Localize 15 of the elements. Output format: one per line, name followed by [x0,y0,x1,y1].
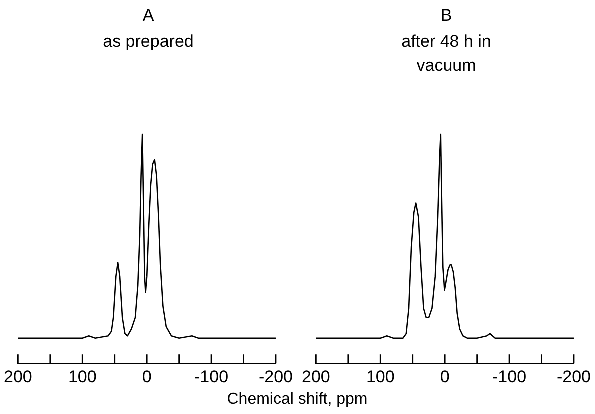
x-tick-label: -100 [492,367,527,386]
chart-title: B [440,6,454,26]
x-tick-label: 200 [302,367,330,386]
x-tick-label: 100 [366,367,395,386]
chart-title: A [142,6,156,26]
x-tick-label: 100 [68,367,97,386]
x-tick-label: 0 [142,367,152,386]
x-tick-label: -200 [258,367,294,386]
x-axis-title: Chemical shift, ppm [226,391,369,409]
x-tick-label: -100 [194,367,229,386]
x-tick-label: -200 [556,367,592,386]
chart-subtitle: as prepared [103,31,194,53]
x-tick-label: 0 [440,367,450,386]
chart-subtitle: after 48 h in vacuum [400,31,492,77]
x-tick-label: 200 [4,367,32,386]
